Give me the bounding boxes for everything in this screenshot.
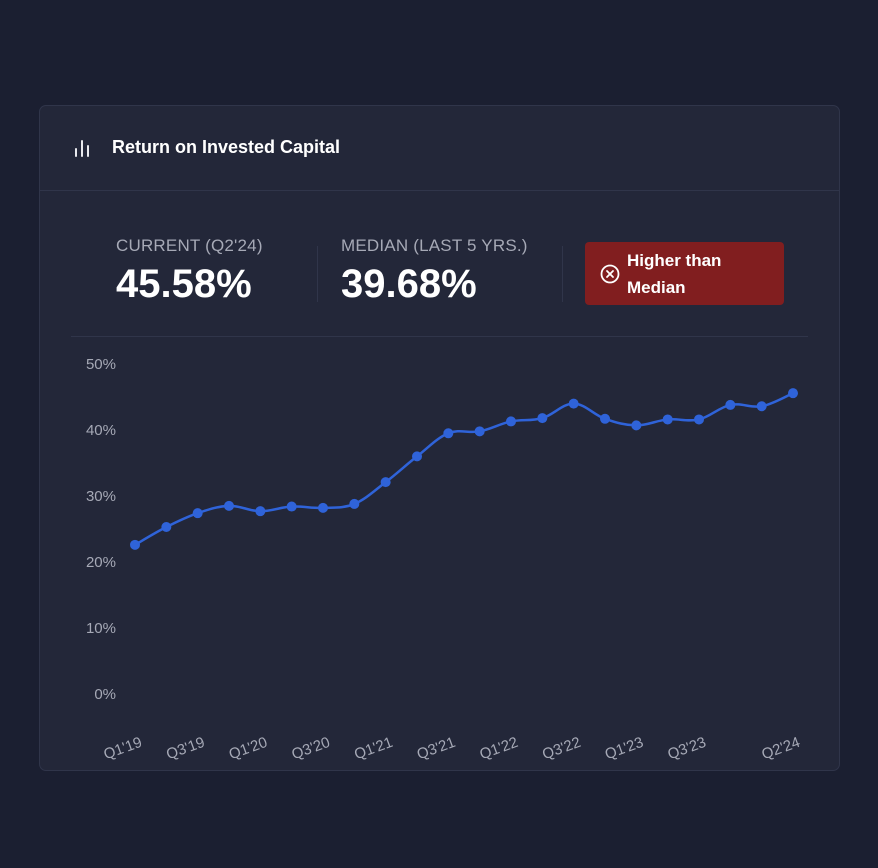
data-point[interactable] (568, 398, 579, 409)
data-point[interactable] (192, 508, 203, 519)
data-point[interactable] (412, 451, 422, 462)
data-point[interactable] (631, 420, 642, 431)
data-point[interactable] (537, 413, 548, 424)
data-point[interactable] (506, 416, 516, 427)
current-value: 45.58% (116, 262, 252, 306)
data-point[interactable] (130, 539, 140, 550)
x-tick-label: Q3'21 (415, 734, 458, 764)
median-label: MEDIAN (LAST 5 YRS.) (341, 236, 528, 255)
data-point[interactable] (255, 506, 266, 517)
x-tick-label: Q3'19 (164, 734, 207, 764)
data-point[interactable] (662, 414, 673, 425)
data-point[interactable] (318, 502, 328, 513)
badge-text: Higher than Median (627, 250, 722, 297)
data-point[interactable] (474, 426, 485, 437)
y-tick-label: 50% (86, 356, 116, 373)
x-tick-label: Q1'21 (352, 734, 395, 764)
y-tick-label: 0% (94, 686, 116, 703)
data-point[interactable] (349, 498, 360, 509)
data-point[interactable] (286, 501, 297, 512)
x-tick-label: Q3'20 (289, 734, 332, 764)
data-point[interactable] (443, 428, 454, 439)
card-title: Return on Invested Capital (112, 137, 341, 157)
data-point[interactable] (756, 401, 767, 412)
x-tick-label: Q3'23 (665, 734, 708, 764)
y-tick-label: 20% (86, 554, 116, 571)
y-tick-label: 10% (86, 620, 116, 637)
data-point[interactable] (725, 399, 736, 410)
data-point[interactable] (694, 414, 704, 425)
comparison-badge: Higher than Median (585, 242, 784, 305)
stat-divider (562, 246, 563, 302)
y-tick-label: 30% (86, 488, 116, 505)
data-point[interactable] (161, 522, 172, 533)
section-divider (71, 336, 808, 337)
series-line (133, 391, 795, 547)
stat-divider (317, 246, 318, 302)
median-stat: MEDIAN (LAST 5 YRS.) 39.68% (341, 236, 528, 307)
x-tick-label: Q2'24 (759, 734, 802, 764)
median-value: 39.68% (341, 262, 477, 306)
x-tick-label: Q1'23 (603, 734, 646, 764)
x-tick-label: Q1'20 (227, 734, 270, 764)
circle-x-icon (600, 264, 620, 283)
x-tick-label: Q1'22 (477, 734, 520, 764)
current-stat: CURRENT (Q2'24) 45.58% (116, 236, 263, 307)
data-point[interactable] (788, 388, 798, 399)
data-point[interactable] (380, 477, 391, 488)
data-point[interactable] (224, 500, 234, 511)
roic-line-chart: 0% 10% 20% 30% 40% 50% Q1'19 Q3'19 Q1'20 Q3'20 Q1'… (86, 356, 802, 764)
x-tick-label: Q1'19 (101, 734, 144, 764)
roic-card: Return on Invested Capital CURRENT (Q2'2… (39, 105, 840, 771)
y-tick-label: 40% (86, 422, 116, 439)
x-tick-label: Q3'22 (540, 734, 583, 764)
current-label: CURRENT (Q2'24) (116, 236, 263, 255)
card-header: Return on Invested Capital (40, 106, 839, 191)
bar-chart-icon (75, 140, 89, 157)
data-point[interactable] (600, 413, 610, 424)
